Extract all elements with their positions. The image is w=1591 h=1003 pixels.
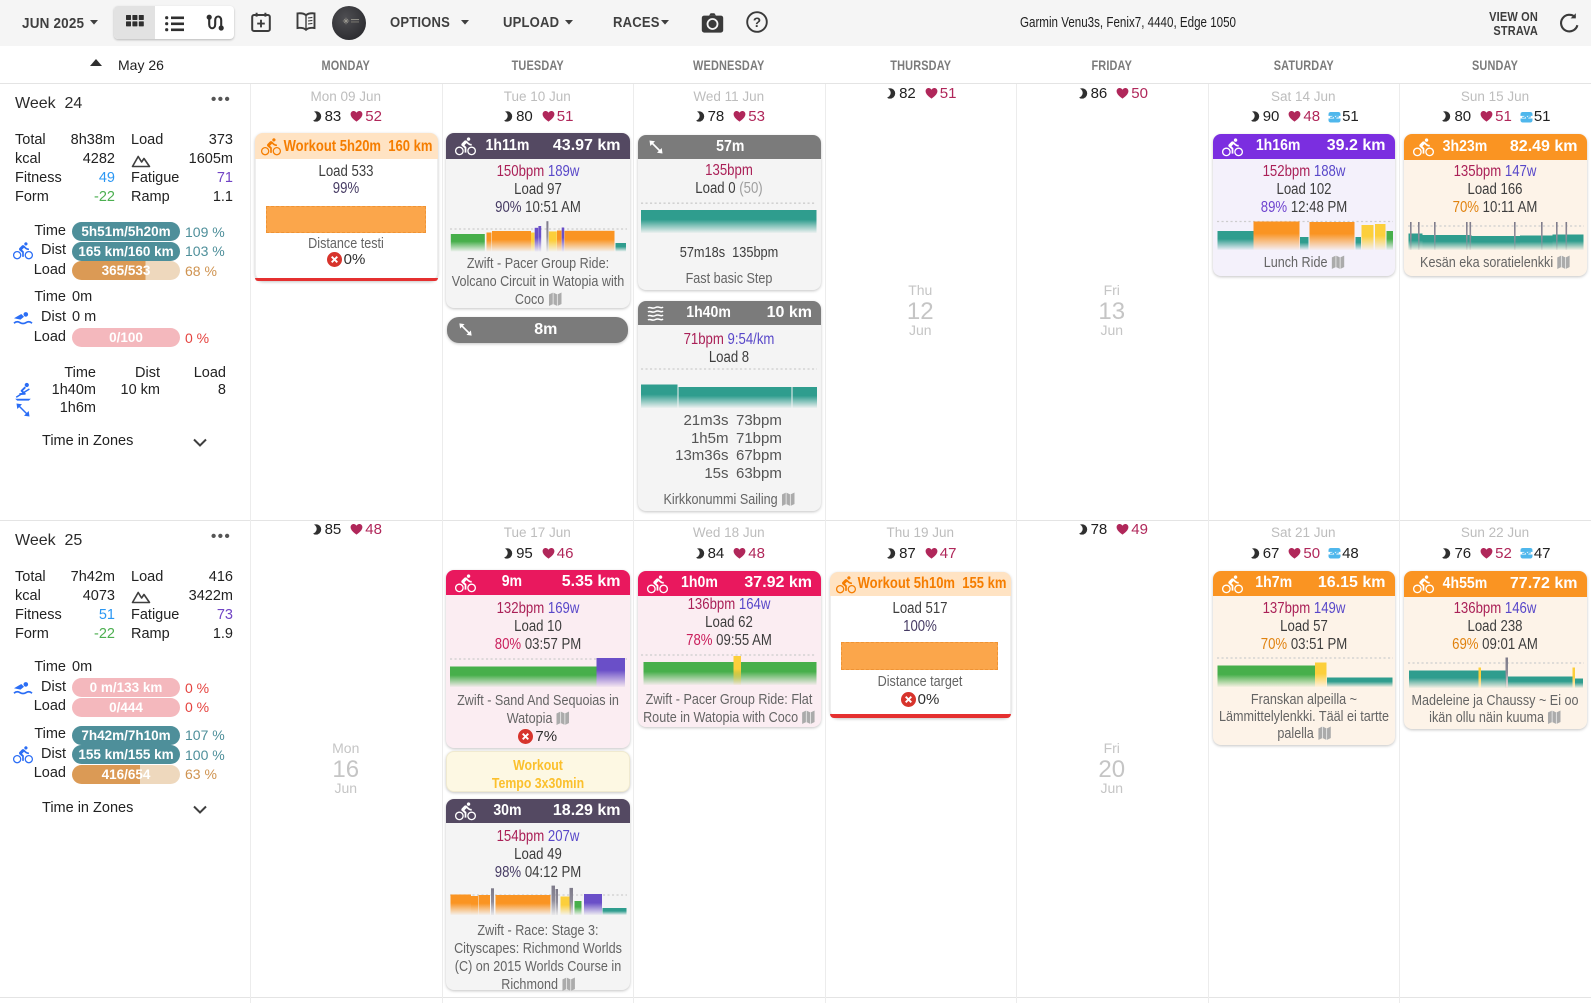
svg-text:?: ? — [753, 15, 761, 30]
